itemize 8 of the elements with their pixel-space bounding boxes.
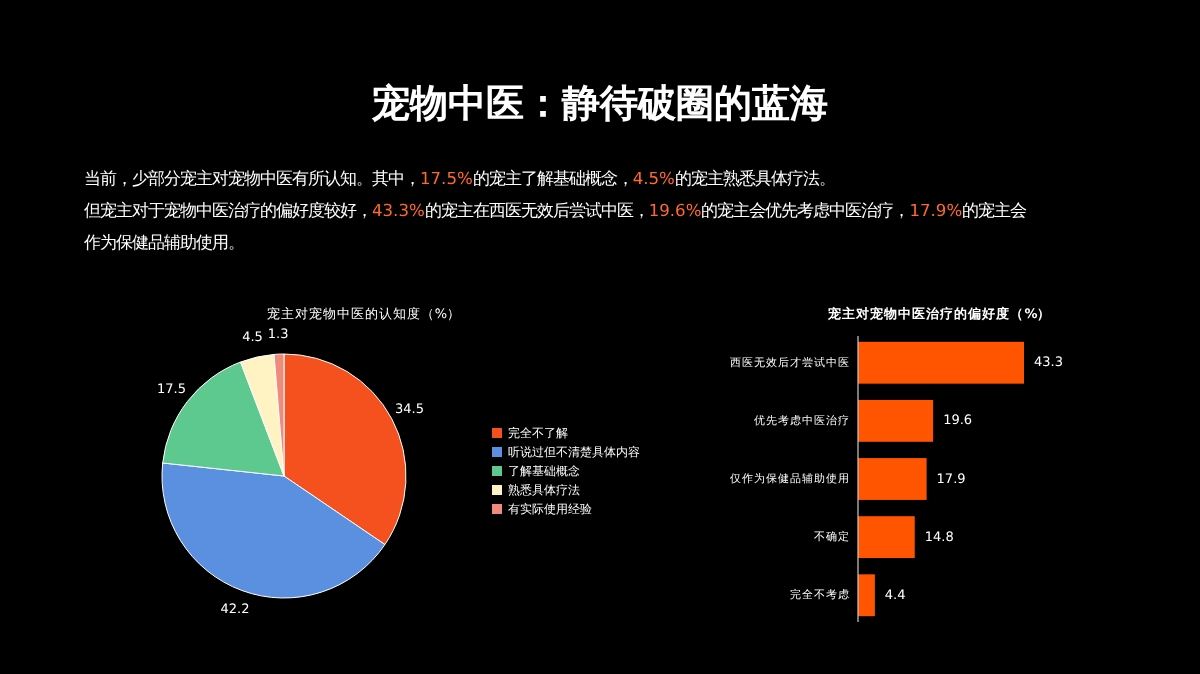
text: 当前，少部分宠主对宠物中医有所认知。其中，17.5%的宠主了解基础概念，4.5%的宠主熟悉具体疗法。	[84, 168, 835, 188]
text: 宠物中医：静待破圈的蓝海	[370, 82, 828, 126]
bar	[858, 458, 927, 500]
text: 但宠主对于宠物中医治疗的偏好度较好，43.3%的宠主在西医无效后尝试中医，19.6%的宠主会优先考虑中医治疗，17.9%的宠主会作为保健品辅助使用。	[84, 200, 1027, 252]
bar	[858, 399, 934, 442]
bar	[858, 516, 915, 559]
bar	[858, 574, 875, 617]
bar	[858, 341, 1024, 384]
